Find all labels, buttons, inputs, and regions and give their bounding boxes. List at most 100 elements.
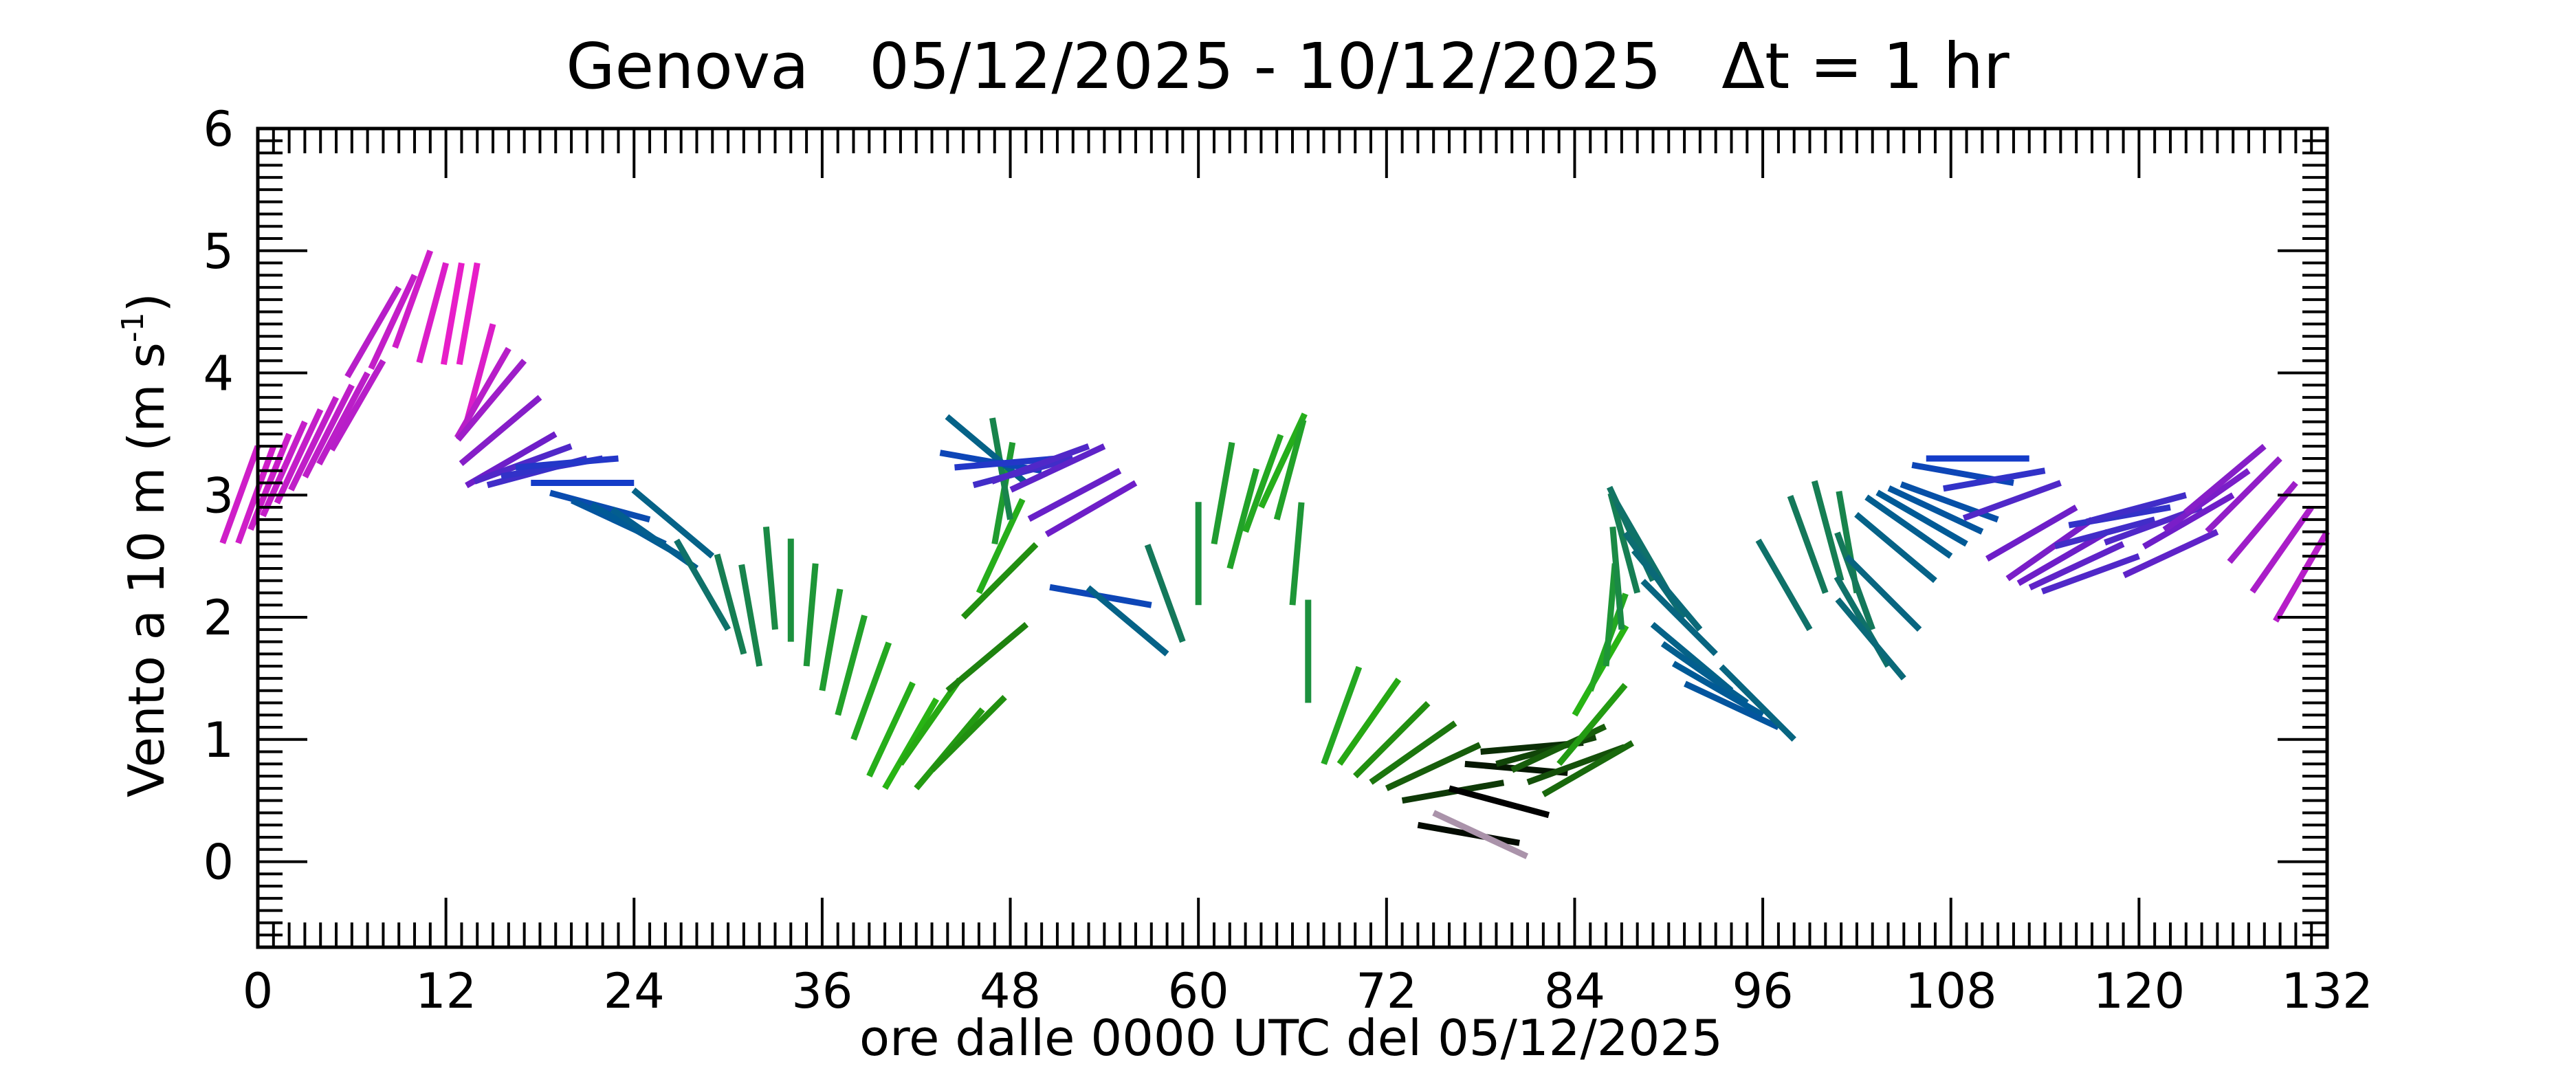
wind-stick [803,563,819,667]
chart-title: Genova 05/12/2025 - 10/12/2025 Δt = 1 hr [566,30,2010,103]
wind-stick [1027,467,1122,522]
wind-stick [1962,480,2062,522]
wind-stick [1556,683,1628,766]
wind-stick [2016,529,2110,586]
wind-stick [1943,467,2046,492]
wind-stick [235,445,277,544]
wind-stick [2122,529,2219,579]
wind-stick [368,274,418,370]
x-tick-label: 96 [1732,963,1794,1019]
wind-stick [929,694,1007,773]
wind-stick [1660,641,1749,706]
wind-stick [1864,494,1953,559]
wind-stick [2142,492,2235,550]
wind-stick [316,371,371,466]
wind-stick [850,641,892,741]
wind-stick [1640,579,1718,656]
wind-stick [274,408,324,505]
wind-stick [456,262,481,366]
wind-stick [1144,544,1186,643]
y-tick-label: 3 [203,467,234,524]
wind-stick [515,455,619,471]
wind-stick [2205,456,2282,534]
wind-stick [762,526,778,630]
y-tick-label: 5 [203,223,234,280]
wind-stick [1417,821,1520,846]
wind-stick [1787,494,1829,595]
plot-frame [256,126,2329,949]
wind-stick [738,564,763,667]
wind-stick [631,487,715,559]
wind-stick [1432,810,1529,859]
x-tick-label: 60 [1168,963,1229,1019]
wind-stick [819,588,844,692]
x-tick-label: 36 [791,963,852,1019]
wind-stick [898,677,962,766]
wind-stick [454,346,511,440]
wind-stick [459,395,542,466]
wind-stick [1541,740,1635,797]
wind-stick [302,384,355,478]
wind-stick [329,359,386,452]
wind-stick [1242,434,1284,533]
wind-stick [2273,530,2330,623]
wind-stick [2028,541,2125,590]
wind-stick [1258,412,1308,509]
wind-stick [260,420,308,518]
wind-stick [1321,665,1363,765]
x-tick-label: 24 [604,963,665,1019]
wind-stick [2162,468,2251,533]
wind-stick [945,621,1029,694]
wind-stick [1834,531,1875,631]
wind-stick [1607,492,1641,594]
y-tick-label: 0 [203,834,234,891]
wind-stick [1044,480,1138,538]
x-tick-label: 84 [1544,963,1605,1019]
y-tick-label: 1 [203,712,234,768]
wind-stick [455,358,527,442]
x-tick-label: 108 [1905,963,1997,1019]
wind-sticks [219,250,2330,859]
wind-stick [2085,491,2187,525]
wind-stick [1844,554,1922,632]
wind-stick [866,681,916,778]
wind-stick [1226,467,1259,570]
y-axis-label-main: Vento a 10 m (m s [118,342,175,797]
axes [256,126,2329,949]
y-tick-label: 2 [203,590,234,646]
wind-stick [2005,517,2094,582]
wind-stick [1875,489,1968,547]
wind-stick [1811,480,1845,582]
wind-stick [1684,681,1780,731]
wind-stick [1211,441,1235,545]
wind-stick [954,455,1058,471]
wind-stick [976,498,1026,595]
wind-stick [344,285,402,379]
x-tick-label: 0 [243,963,274,1019]
wind-stick [1385,742,1482,791]
wind-stick [1609,526,1625,630]
wind-stick [2183,443,2267,516]
wind-stick [2068,504,2171,529]
wind-stick [674,538,731,632]
wind-stick [1603,563,1618,667]
wind-stick [1369,720,1457,785]
wind-stick [392,250,434,349]
wind-stick [219,445,261,544]
x-axis-label: ore dalle 0000 UTC del 05/12/2025 [859,1009,1723,1067]
wind-stick [960,542,1039,620]
wind-stick [882,697,940,790]
wind-stick [2249,505,2314,594]
wind-stick [1719,664,1796,742]
wind-stick [1273,419,1307,521]
wind-stick [1289,502,1305,606]
wind-stick [1835,597,1906,681]
x-tick-label: 120 [2093,963,2186,1019]
y-axis-label: Vento a 10 m (m s-1) [115,293,175,797]
wind-stick [1985,505,2078,562]
x-tick-label: 72 [1356,963,1417,1019]
wind-stick [714,553,747,655]
wind-stick [2040,553,2140,595]
wind-stick [440,262,465,366]
